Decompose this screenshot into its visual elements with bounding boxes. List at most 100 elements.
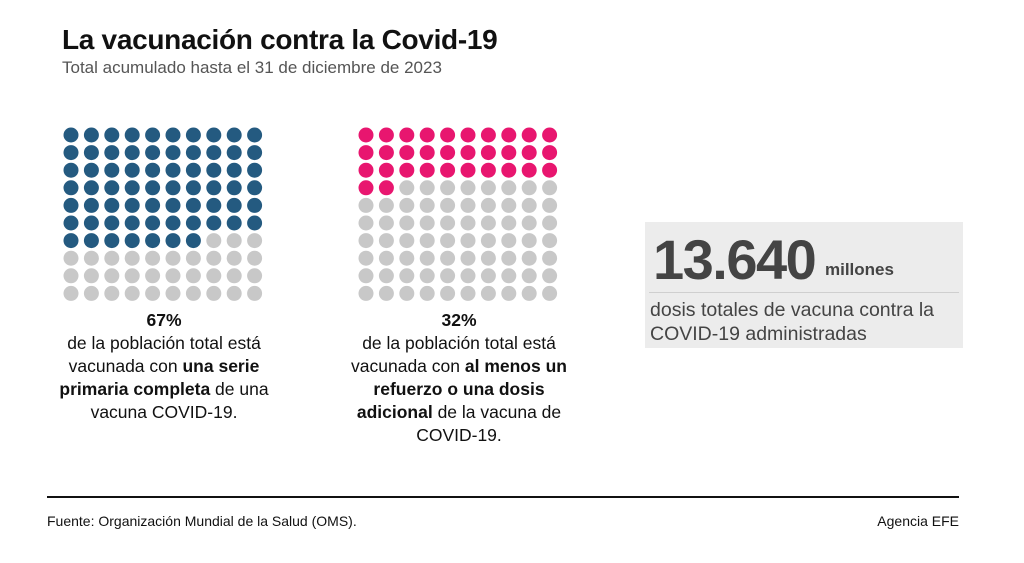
waffle-dot-filled — [247, 162, 263, 178]
waffle-dot-filled — [480, 145, 496, 161]
waffle-dot-filled — [83, 180, 99, 196]
source-note: Fuente: Organización Mundial de la Salud… — [47, 513, 357, 529]
waffle-dot-filled — [83, 233, 99, 249]
waffle-dot-filled — [206, 162, 222, 178]
waffle-dot-empty — [145, 285, 161, 301]
waffle-dot-empty — [358, 215, 374, 231]
waffle-dot-empty — [501, 180, 517, 196]
waffle-dot-filled — [378, 180, 394, 196]
chart-title: La vacunación contra la Covid-19 — [62, 24, 498, 55]
waffle-dot-filled — [206, 197, 222, 213]
waffle-dot-empty — [501, 250, 517, 266]
waffle-dot-filled — [399, 145, 415, 161]
waffle-dot-filled — [145, 127, 161, 143]
waffle-dot-empty — [440, 180, 456, 196]
waffle-dot-empty — [83, 285, 99, 301]
waffle-dot-empty — [378, 285, 394, 301]
waffle-dot-empty — [358, 268, 374, 284]
waffle-dot-empty — [104, 268, 120, 284]
waffle-dot-empty — [399, 285, 415, 301]
waffle-dot-empty — [521, 250, 537, 266]
waffle-dot-filled — [124, 233, 140, 249]
waffle-dot-filled — [104, 145, 120, 161]
waffle-dot-filled — [206, 145, 222, 161]
waffle-dot-empty — [542, 180, 558, 196]
waffle-dot-filled — [104, 197, 120, 213]
waffle-dot-filled — [542, 162, 558, 178]
waffle-dot-filled — [63, 145, 79, 161]
waffle-dot-filled — [378, 145, 394, 161]
waffle-dot-empty — [399, 180, 415, 196]
waffle-dot-filled — [226, 197, 242, 213]
waffle-dot-filled — [206, 215, 222, 231]
waffle-dot-filled — [501, 145, 517, 161]
waffle-dot-empty — [419, 250, 435, 266]
waffle-dot-filled — [145, 215, 161, 231]
waffle-dot-filled — [185, 233, 201, 249]
waffle-dot-empty — [501, 285, 517, 301]
waffle-dot-filled — [226, 180, 242, 196]
waffle-dot-empty — [145, 268, 161, 284]
waffle-dot-empty — [124, 285, 140, 301]
waffle-dot-filled — [399, 162, 415, 178]
waffle-dot-empty — [378, 197, 394, 213]
waffle-dot-empty — [480, 250, 496, 266]
waffle-dot-filled — [104, 180, 120, 196]
waffle-dot-empty — [124, 268, 140, 284]
waffle-dot-filled — [521, 127, 537, 143]
waffle-dot-filled — [104, 233, 120, 249]
waffle-dot-empty — [83, 250, 99, 266]
waffle-dot-empty — [247, 250, 263, 266]
waffle-dot-empty — [399, 215, 415, 231]
waffle-dot-filled — [63, 162, 79, 178]
waffle-dot-empty — [83, 268, 99, 284]
waffle-dot-filled — [145, 233, 161, 249]
waffle-dot-filled — [378, 162, 394, 178]
total-doses-unit: millones — [825, 260, 894, 279]
total-doses-box: 13.640 millones dosis totales de vacuna … — [645, 222, 963, 348]
waffle-dot-filled — [145, 180, 161, 196]
waffle-dot-empty — [460, 215, 476, 231]
waffle-dot-empty — [358, 233, 374, 249]
waffle-dot-empty — [501, 233, 517, 249]
waffle-caption-primary-series: 67% de la población total está vacunada … — [39, 309, 289, 424]
waffle-dot-filled — [226, 162, 242, 178]
waffle-dot-filled — [460, 127, 476, 143]
waffle-dot-empty — [480, 180, 496, 196]
chart-subtitle: Total acumulado hasta el 31 de diciembre… — [62, 58, 442, 77]
waffle-dot-empty — [542, 268, 558, 284]
waffle-dot-empty — [104, 285, 120, 301]
waffle-dot-filled — [165, 127, 181, 143]
waffle-dot-empty — [542, 197, 558, 213]
waffle-dot-empty — [226, 250, 242, 266]
waffle-dot-empty — [440, 268, 456, 284]
waffle-dot-filled — [83, 127, 99, 143]
waffle-dot-empty — [521, 285, 537, 301]
waffle-dot-empty — [419, 285, 435, 301]
waffle-dot-filled — [358, 145, 374, 161]
waffle-dot-filled — [83, 215, 99, 231]
waffle-dot-empty — [226, 268, 242, 284]
waffle-dot-empty — [378, 250, 394, 266]
waffle-dot-empty — [399, 233, 415, 249]
waffle-dot-filled — [419, 127, 435, 143]
waffle-dot-filled — [104, 127, 120, 143]
caption-text: de la población total está vacunada con — [67, 333, 261, 376]
waffle-chart-primary-series — [63, 127, 263, 301]
waffle-dot-filled — [124, 145, 140, 161]
waffle-dot-empty — [185, 250, 201, 266]
waffle-dot-filled — [185, 145, 201, 161]
waffle-dot-filled — [165, 215, 181, 231]
total-doses-description: dosis totales de vacuna contra la COVID-… — [650, 299, 935, 345]
waffle-dot-empty — [460, 285, 476, 301]
waffle-dot-empty — [145, 250, 161, 266]
waffle-dot-filled — [165, 162, 181, 178]
waffle-dot-filled — [247, 145, 263, 161]
waffle-dot-filled — [358, 180, 374, 196]
waffle-dot-filled — [104, 215, 120, 231]
waffle-dot-filled — [542, 127, 558, 143]
waffle-dot-empty — [419, 233, 435, 249]
waffle-dot-filled — [185, 215, 201, 231]
waffle-dot-filled — [124, 127, 140, 143]
waffle-dot-empty — [501, 215, 517, 231]
